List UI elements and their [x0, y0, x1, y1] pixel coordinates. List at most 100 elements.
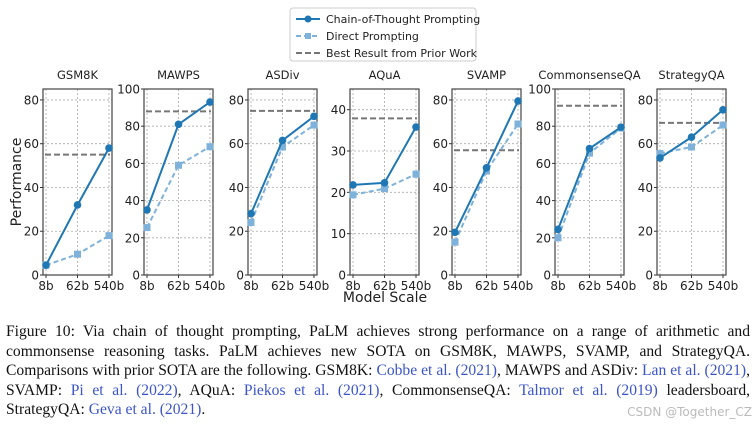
x-axis-label: Model Scale — [343, 290, 427, 306]
panel-title: StrategyQA — [658, 68, 724, 82]
x-tick-label: 62b — [475, 279, 498, 293]
direct-prompting-point — [381, 185, 388, 193]
x-tick-label: 62b — [373, 279, 396, 293]
caption-text: Figure 10: Via chain of thought promptin… — [6, 323, 750, 380]
y-tick-label: 80 — [229, 93, 244, 107]
y-tick-label: 20 — [229, 225, 244, 239]
x-tick-label: 8b — [243, 279, 258, 293]
y-tick-label: 40 — [433, 181, 448, 195]
direct-prompting-point — [247, 218, 255, 226]
cot-prompting-point — [42, 261, 50, 269]
y-tick-label: 80 — [24, 93, 39, 107]
y-tick-label: 0 — [440, 269, 448, 283]
cot-prompting-point — [656, 154, 664, 162]
cot-prompting-point — [585, 144, 594, 153]
cot-prompting-point — [349, 181, 357, 189]
axes-frame — [554, 88, 625, 276]
panel-title: AQuA — [369, 68, 401, 82]
cot-prompting-point — [278, 136, 287, 145]
cot-prompting-point — [380, 179, 389, 187]
x-tick-label: 8b — [550, 279, 565, 293]
legend-label: Chain-of-Thought Prompting — [326, 13, 480, 26]
legend-box — [289, 7, 477, 62]
panel-title: SVAMP — [467, 68, 506, 82]
direct-prompting-point — [143, 224, 151, 232]
x-tick-label: 8b — [139, 279, 154, 293]
cot-prompting-point — [554, 225, 562, 234]
citation-link[interactable]: Pi et al. (2022) — [70, 381, 178, 399]
y-tick-label: 60 — [229, 137, 244, 151]
y-tick-label: 60 — [433, 137, 448, 151]
y-tick-label: 100 — [117, 83, 140, 97]
y-tick-label: 20 — [331, 186, 346, 200]
legend-label: Best Result from Prior Work — [326, 47, 478, 60]
x-tick-label: 62b — [680, 279, 703, 293]
cot-prompting-point — [206, 98, 214, 106]
citation-link[interactable]: Cobbe et al. (2021) — [376, 362, 498, 380]
y-tick-label: 0 — [543, 269, 551, 283]
y-tick-label: 0 — [236, 269, 244, 283]
y-tick-label: 20 — [433, 225, 448, 239]
direct-prompting-line — [454, 123, 519, 243]
caption-text: , SVAMP: — [6, 362, 751, 399]
cot-prompting-point — [143, 206, 151, 214]
cot-prompting-point — [310, 112, 318, 121]
citation-link[interactable]: Geva et al. (2021) — [88, 401, 202, 419]
direct-prompting-point — [175, 161, 182, 169]
citation-link[interactable]: Lan et al. (2021) — [642, 362, 747, 380]
cot-prompting-point — [174, 120, 183, 129]
citation-link[interactable]: Talmor et al. (2019) — [519, 381, 658, 399]
x-tick-label: 8b — [652, 279, 667, 293]
direct-prompting-point — [349, 191, 357, 199]
panel-title: CommonsenseQA — [538, 68, 640, 82]
y-tick-label: 20 — [24, 225, 39, 239]
x-tick-label: 62b — [167, 279, 190, 293]
direct-prompting-point — [105, 232, 113, 240]
y-axis-label: Performance — [9, 138, 25, 227]
direct-prompting-point — [412, 170, 420, 178]
x-tick-label: 540b — [503, 279, 534, 293]
caption-text: , CommonsenseQA: — [379, 381, 520, 399]
x-tick-label: 540b — [94, 279, 125, 293]
citation-link[interactable]: Piekos et al. (2021) — [243, 381, 380, 399]
direct-prompting-point — [310, 121, 318, 129]
cot-prompting-point — [482, 163, 491, 172]
x-tick-label: 62b — [66, 279, 89, 293]
cot-prompting-point — [617, 123, 625, 131]
legend-cot-marker — [304, 15, 312, 23]
cot-prompting-point — [514, 97, 522, 105]
y-tick-label: 60 — [125, 157, 140, 171]
cot-prompting-point — [451, 228, 459, 237]
panel-title: ASDiv — [265, 68, 299, 82]
direct-prompting-point — [279, 143, 286, 151]
direct-prompting-point — [719, 121, 727, 129]
x-tick-label: 540b — [708, 279, 739, 293]
chart: 0 20 40 60 80 8b 62b 540b GSM8K 0 20 40 60 80 100 8b 62b… — [9, 7, 739, 306]
y-tick-label: 80 — [125, 120, 140, 134]
panel-title: GSM8K — [57, 68, 98, 82]
x-tick-label: 62b — [271, 279, 294, 293]
y-tick-label: 40 — [125, 194, 140, 208]
y-tick-label: 80 — [433, 93, 448, 107]
direct-prompting-point — [74, 250, 81, 258]
axes-frame — [451, 88, 522, 276]
x-tick-label: 8b — [38, 279, 53, 293]
x-tick-label: 62b — [578, 279, 601, 293]
axes-frame — [349, 88, 420, 276]
caption-text: leadersboard, StrategyQA: — [6, 381, 751, 419]
y-tick-label: 20 — [125, 231, 140, 245]
y-tick-label: 20 — [536, 231, 551, 245]
y-tick-label: 80 — [638, 93, 653, 107]
cot-prompting-point — [247, 209, 255, 218]
y-tick-label: 0 — [338, 269, 346, 283]
x-tick-label: 8b — [447, 279, 462, 293]
axes-frame — [42, 88, 113, 276]
x-tick-label: 540b — [195, 279, 226, 293]
direct-prompting-point — [554, 234, 562, 242]
direct-prompting-point — [206, 143, 214, 151]
watermark: CSDN @Together_CZ — [627, 405, 752, 419]
y-tick-label: 60 — [24, 137, 39, 151]
y-tick-label: 40 — [638, 181, 653, 195]
y-tick-label: 100 — [528, 83, 551, 97]
y-tick-label: 40 — [536, 194, 551, 208]
